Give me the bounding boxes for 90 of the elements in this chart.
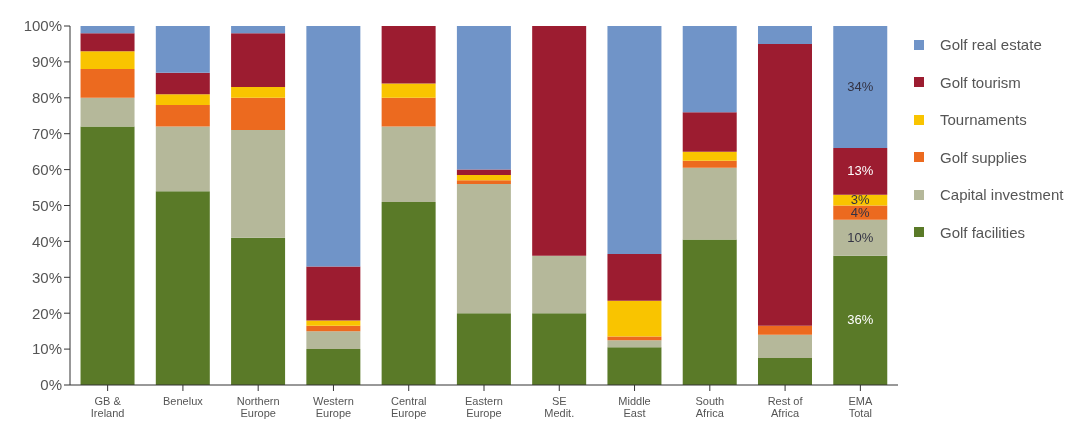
y-tick-label: 20%	[31, 304, 62, 322]
bar	[231, 97, 286, 131]
legend-label: Golf facilities	[940, 223, 1026, 241]
bar	[456, 26, 511, 170]
y-tick-label: 0%	[40, 376, 62, 394]
legend-label: Tournaments	[940, 111, 1027, 129]
y-tick-label: 60%	[31, 160, 62, 178]
y-tick-label: 50%	[31, 196, 62, 214]
bar	[607, 347, 662, 385]
bar	[155, 104, 210, 127]
x-tick-label: Northern Europe	[236, 395, 280, 419]
bar	[682, 160, 737, 168]
x-tick-label: Central Europe	[390, 395, 427, 419]
x-tick-label: South Africa	[695, 395, 725, 419]
bar	[306, 266, 361, 321]
bar	[231, 26, 286, 34]
bar	[155, 72, 210, 95]
bar	[381, 97, 436, 127]
x-tick-label: Benelux	[163, 395, 204, 407]
bar	[682, 167, 737, 240]
y-tick-label: 30%	[31, 268, 62, 286]
bar	[80, 26, 135, 34]
bar	[80, 69, 135, 98]
bar	[532, 26, 587, 256]
bar	[757, 358, 812, 385]
bar	[607, 253, 662, 301]
x-tick-label: EMA Total	[848, 395, 873, 419]
bar	[306, 320, 361, 326]
bar	[306, 349, 361, 385]
bar	[456, 183, 511, 314]
x-tick-label: GB & Ireland	[90, 395, 125, 419]
bar	[607, 340, 662, 348]
bar	[833, 219, 888, 256]
legend-label: Golf real estate	[940, 36, 1042, 54]
bar	[456, 313, 511, 385]
bar	[682, 151, 737, 161]
bar	[757, 26, 812, 44]
bar	[456, 180, 511, 184]
x-tick-label: Eastern Europe	[465, 395, 503, 419]
data-label: 36%	[847, 312, 874, 328]
bar	[682, 112, 737, 152]
bar	[381, 83, 436, 98]
bar	[757, 334, 812, 359]
y-tick-label: 70%	[31, 125, 62, 143]
bar	[607, 26, 662, 254]
bar	[456, 169, 511, 175]
y-tick-label: 100%	[23, 17, 62, 35]
y-tick-label: 10%	[31, 340, 62, 358]
legend-label: Golf supplies	[940, 148, 1027, 166]
bar	[381, 26, 436, 84]
bar	[532, 255, 587, 314]
y-tick-label: 80%	[31, 89, 62, 107]
bar	[306, 331, 361, 350]
x-tick-label: Rest of Africa	[767, 395, 804, 419]
bar	[532, 313, 587, 385]
bar	[80, 33, 135, 52]
bar	[682, 239, 737, 385]
bar	[306, 325, 361, 332]
bar	[231, 33, 286, 88]
bar	[757, 325, 812, 335]
bar	[80, 51, 135, 70]
x-tick-label: Middle East	[618, 395, 651, 419]
bar	[381, 126, 436, 202]
bar	[231, 87, 286, 98]
bar	[80, 97, 135, 127]
y-tick-label: 40%	[31, 232, 62, 250]
bar	[155, 126, 210, 192]
bar	[155, 94, 210, 105]
bar	[381, 201, 436, 385]
bar	[833, 26, 888, 149]
bar	[231, 237, 286, 385]
x-tick-label: Western Europe	[313, 395, 354, 419]
bar	[682, 26, 737, 113]
bar	[833, 148, 888, 195]
bar	[80, 126, 135, 385]
x-tick-label: SE Medit.	[544, 395, 575, 419]
y-tick-label: 90%	[31, 53, 62, 71]
legend-label: Golf tourism	[940, 73, 1021, 91]
bar	[833, 255, 888, 385]
data-label: 13%	[847, 163, 874, 179]
bar	[155, 191, 210, 385]
bar	[456, 174, 511, 181]
data-label: 34%	[847, 79, 874, 95]
bar	[231, 130, 286, 238]
legend-label: Capital investment	[940, 186, 1064, 204]
bar	[757, 43, 812, 326]
bar	[155, 26, 210, 73]
data-label: 10%	[847, 229, 874, 245]
bar	[306, 26, 361, 267]
bar	[607, 300, 662, 337]
